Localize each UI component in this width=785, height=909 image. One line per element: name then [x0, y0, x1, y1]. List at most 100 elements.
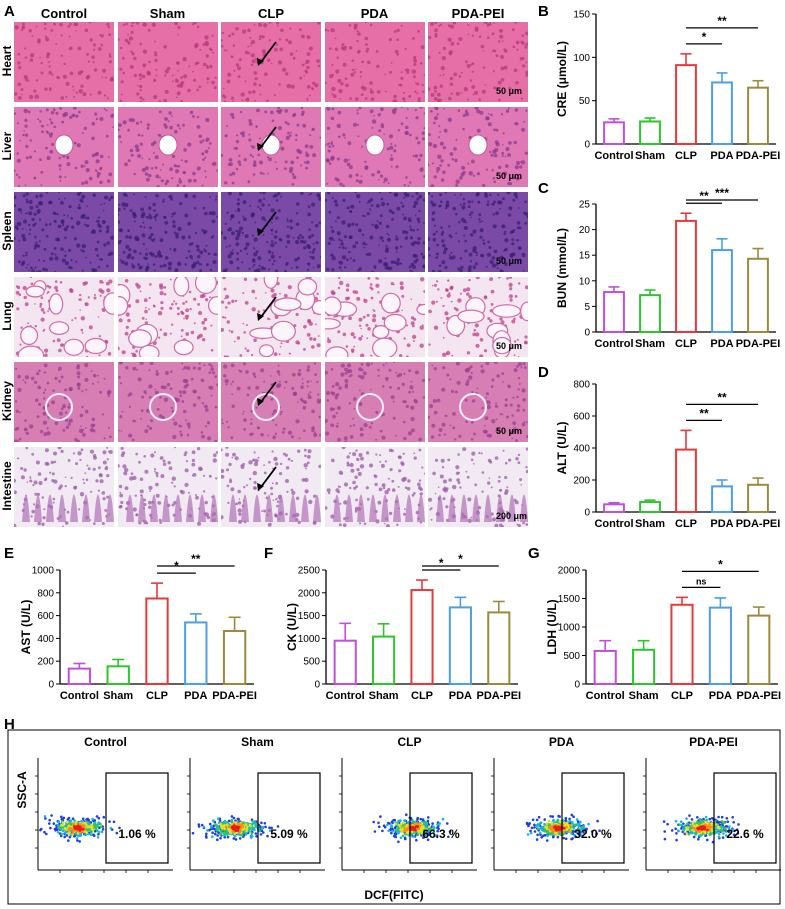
nucleus-dot [90, 370, 93, 373]
nucleus-dot [309, 145, 314, 149]
nucleus-dot [303, 246, 307, 250]
nucleus-dot [336, 216, 340, 220]
nucleus-dot [463, 225, 468, 231]
nucleus-dot [154, 471, 158, 475]
nucleus-dot [105, 225, 110, 229]
nucleus-dot [173, 164, 176, 168]
nucleus-dot [39, 193, 43, 198]
flow-event-dot [229, 828, 232, 832]
nucleus-dot [349, 425, 352, 428]
nucleus-dot [513, 317, 516, 321]
nucleus-dot [366, 327, 371, 331]
nucleus-dot [192, 366, 196, 370]
nucleus-dot [417, 194, 422, 199]
nucleus-dot [63, 111, 69, 117]
nucleus-dot [140, 211, 145, 217]
nucleus-dot [60, 375, 64, 379]
nucleus-dot [309, 255, 312, 258]
nucleus-dot [76, 223, 79, 225]
nucleus-dot [471, 391, 474, 394]
nucleus-dot [499, 413, 502, 416]
nucleus-dot [341, 255, 346, 260]
nucleus-dot [132, 249, 137, 254]
nucleus-dot [365, 486, 369, 490]
nucleus-dot [145, 522, 148, 525]
nucleus-dot [130, 263, 133, 266]
nucleus-dot [485, 116, 490, 121]
nucleus-dot [64, 411, 68, 414]
nucleus-dot [242, 412, 244, 415]
nucleus-dot [194, 494, 197, 496]
nucleus-dot [269, 375, 272, 377]
nucleus-dot [389, 143, 392, 145]
bar [222, 629, 247, 685]
nucleus-dot [389, 157, 393, 161]
nucleus-dot [268, 259, 271, 262]
nucleus-dot [80, 425, 82, 428]
nucleus-dot [465, 470, 468, 473]
nucleus-dot [38, 218, 42, 221]
nucleus-dot [454, 194, 456, 196]
nucleus-dot [421, 264, 425, 269]
nucleus-dot [154, 482, 159, 487]
nucleus-dot [486, 400, 489, 403]
nucleus-dot [94, 247, 98, 252]
nucleus-dot [132, 507, 137, 512]
nucleus-dot [494, 523, 499, 527]
nucleus-dot [504, 238, 509, 243]
nucleus-dot [428, 192, 431, 195]
nucleus-dot [170, 177, 173, 180]
histology-tile [428, 277, 528, 357]
nucleus-dot [187, 425, 191, 429]
nucleus-dot [99, 117, 104, 121]
villus [185, 494, 194, 522]
nucleus-dot [52, 497, 56, 501]
flow-event-dot [69, 819, 73, 822]
nucleus-dot [433, 121, 436, 125]
nucleus-dot [449, 82, 454, 86]
nucleus-dot [433, 410, 438, 415]
nucleus-dot [370, 287, 373, 291]
nucleus-dot [39, 120, 42, 123]
nucleus-dot [80, 71, 82, 73]
nucleus-dot [525, 70, 528, 75]
nucleus-dot [54, 253, 57, 256]
nucleus-dot [251, 155, 254, 158]
nucleus-dot [92, 429, 96, 433]
nucleus-dot [23, 295, 27, 300]
nucleus-dot [40, 308, 45, 312]
nucleus-dot [290, 435, 294, 439]
nucleus-dot [29, 94, 34, 100]
nucleus-dot [48, 70, 52, 75]
nucleus-dot [423, 472, 425, 475]
nucleus-dot [89, 449, 95, 454]
nucleus-dot [67, 405, 71, 409]
nucleus-dot [462, 127, 465, 131]
nucleus-dot [311, 251, 315, 254]
nucleus-dot [163, 74, 166, 77]
nucleus-dot [447, 117, 452, 122]
nucleus-dot [505, 146, 510, 152]
nucleus-dot [215, 215, 218, 218]
nucleus-dot [414, 214, 416, 216]
nucleus-dot [493, 153, 498, 158]
nucleus-dot [244, 301, 249, 305]
flow-event-dot [219, 836, 222, 840]
flow-event-dot [76, 832, 80, 835]
nucleus-dot [342, 523, 346, 527]
nucleus-dot [434, 32, 438, 36]
nucleus-dot [444, 265, 448, 270]
nucleus-dot [259, 160, 263, 165]
nucleus-dot [242, 215, 244, 218]
nucleus-dot [199, 263, 202, 266]
nucleus-dot [355, 296, 360, 301]
nucleus-dot [285, 38, 289, 42]
flow-event-dot [82, 822, 85, 825]
nucleus-dot [523, 120, 526, 123]
nucleus-dot [501, 40, 504, 42]
nucleus-dot [100, 43, 104, 47]
nucleus-dot [311, 221, 314, 224]
nucleus-dot [76, 243, 81, 248]
nucleus-dot [61, 224, 65, 227]
flow-event-dot [216, 829, 219, 832]
